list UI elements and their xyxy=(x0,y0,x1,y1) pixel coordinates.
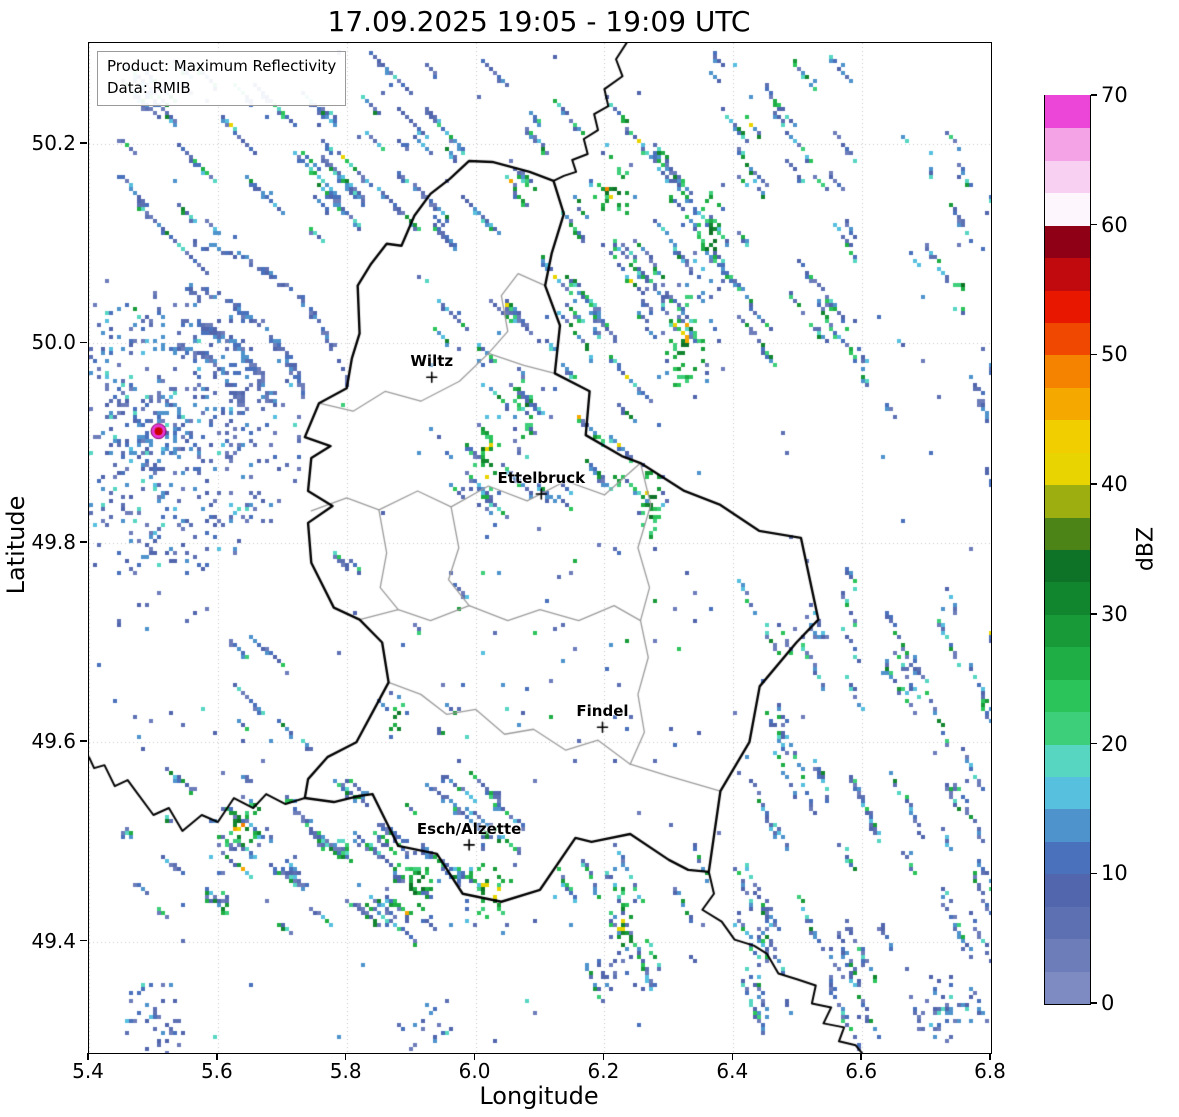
x-tick-label: 5.6 xyxy=(200,1059,233,1083)
y-tick-mark xyxy=(80,740,87,742)
colorbar-band xyxy=(1045,419,1090,453)
x-tick-label: 6.2 xyxy=(587,1059,620,1083)
colorbar-tick-mark xyxy=(1091,483,1097,485)
map-plot: Product: Maximum Reflectivity Data: RMIB… xyxy=(88,42,992,1054)
y-tick-mark xyxy=(80,939,87,942)
city-label-esch-alzette: Esch/Alzette xyxy=(416,819,522,838)
data-source-line: Data: RMIB xyxy=(107,78,191,97)
y-tick-label: 50.0 xyxy=(31,330,76,355)
y-tick-label: 49.8 xyxy=(31,529,76,554)
colorbar-unit-label: dBZ xyxy=(1133,526,1159,572)
radar-map-canvas xyxy=(89,43,991,1053)
x-tick-mark xyxy=(602,1053,605,1060)
colorbar-tick-label: 0 xyxy=(1101,991,1115,1015)
colorbar-band xyxy=(1045,873,1090,907)
colorbar-band xyxy=(1045,970,1090,1004)
colorbar-tick-mark xyxy=(1091,742,1097,745)
colorbar-band xyxy=(1045,776,1090,810)
colorbar-tick-label: 10 xyxy=(1101,861,1128,886)
y-axis-label: Latitude xyxy=(2,495,30,595)
x-tick-label: 6.6 xyxy=(845,1059,878,1083)
colorbar-tick-mark xyxy=(1091,223,1097,226)
x-tick-mark xyxy=(344,1053,347,1060)
colorbar-band xyxy=(1045,679,1090,713)
figure-title: 17.09.2025 19:05 - 19:09 UTC xyxy=(327,5,751,38)
colorbar-tick-mark xyxy=(1091,353,1097,356)
colorbar-band xyxy=(1045,452,1090,486)
colorbar-band xyxy=(1045,95,1090,129)
city-label-findel: Findel xyxy=(576,702,629,721)
colorbar-band xyxy=(1045,160,1090,194)
colorbar-band xyxy=(1045,906,1090,940)
city-label-wiltz: Wiltz xyxy=(410,352,454,371)
colorbar-band xyxy=(1045,225,1090,259)
colorbar-band xyxy=(1045,192,1090,226)
city-label-ettelbruck: Ettelbruck xyxy=(497,468,586,487)
colorbar-band xyxy=(1045,743,1090,777)
x-tick-label: 6.8 xyxy=(974,1059,1006,1083)
y-tick-mark xyxy=(80,142,87,144)
y-tick-label: 50.2 xyxy=(31,131,76,155)
colorbar-band xyxy=(1045,354,1090,388)
colorbar-tick-mark xyxy=(1091,1002,1097,1004)
colorbar-band xyxy=(1045,322,1090,356)
colorbar-tick-label: 30 xyxy=(1101,601,1128,626)
x-tick-mark xyxy=(473,1053,476,1060)
colorbar-tick-label: 50 xyxy=(1101,342,1128,367)
colorbar-tick-label: 60 xyxy=(1101,212,1128,237)
colorbar-band xyxy=(1045,387,1090,421)
colorbar-band xyxy=(1045,938,1090,972)
colorbar-band xyxy=(1045,841,1090,875)
x-tick-mark xyxy=(216,1053,218,1060)
colorbar-band xyxy=(1045,257,1090,291)
x-tick-label: 6.0 xyxy=(458,1059,491,1083)
x-tick-mark xyxy=(860,1053,862,1060)
x-axis-label: Longitude xyxy=(479,1082,599,1110)
x-tick-mark xyxy=(87,1053,89,1060)
x-tick-mark xyxy=(989,1053,991,1060)
product-info-box: Product: Maximum Reflectivity Data: RMIB xyxy=(97,51,347,106)
y-tick-label: 49.6 xyxy=(31,729,76,754)
x-tick-label: 5.4 xyxy=(72,1059,104,1083)
y-tick-label: 49.4 xyxy=(31,928,76,953)
colorbar-band xyxy=(1045,581,1090,615)
colorbar-band xyxy=(1045,711,1090,745)
colorbar-tick-label: 40 xyxy=(1101,472,1128,497)
colorbar-band xyxy=(1045,808,1090,842)
colorbar-band xyxy=(1045,484,1090,518)
x-tick-mark xyxy=(731,1053,734,1060)
y-tick-mark xyxy=(80,341,87,344)
colorbar-band xyxy=(1045,646,1090,680)
x-tick-label: 6.4 xyxy=(716,1059,749,1083)
product-line: Product: Maximum Reflectivity xyxy=(107,57,337,75)
y-tick-mark xyxy=(80,541,87,543)
colorbar-tick-mark xyxy=(1091,94,1097,96)
colorbar-band xyxy=(1045,127,1090,161)
colorbar-band xyxy=(1045,289,1090,323)
colorbar-tick-label: 70 xyxy=(1101,83,1128,107)
colorbar-band xyxy=(1045,516,1090,550)
colorbar xyxy=(1044,95,1091,1005)
colorbar-band xyxy=(1045,549,1090,583)
colorbar-band xyxy=(1045,614,1090,648)
colorbar-tick-mark xyxy=(1091,872,1097,875)
colorbar-tick-mark xyxy=(1091,613,1097,615)
colorbar-tick-label: 20 xyxy=(1101,731,1128,756)
x-tick-label: 5.8 xyxy=(329,1059,362,1083)
